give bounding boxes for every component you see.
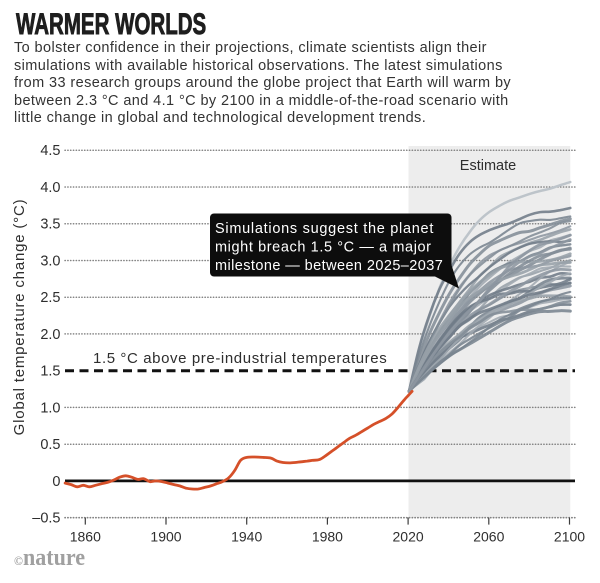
svg-text:1860: 1860 — [70, 529, 101, 545]
svg-text:2020: 2020 — [393, 529, 424, 545]
svg-text:3.0: 3.0 — [40, 254, 60, 270]
svg-text:might breach 1.5 °C — a major: might breach 1.5 °C — a major — [215, 240, 432, 256]
svg-text:4.0: 4.0 — [40, 180, 60, 196]
svg-text:2100: 2100 — [554, 529, 585, 545]
svg-text:Global temperature change (°C): Global temperature change (°C) — [11, 199, 28, 436]
svg-text:2.0: 2.0 — [40, 327, 60, 343]
svg-text:1.5 °C above pre-industrial te: 1.5 °C above pre-industrial temperatures — [93, 350, 387, 367]
svg-text:Simulations suggest the planet: Simulations suggest the planet — [215, 221, 434, 237]
svg-text:0: 0 — [52, 474, 60, 490]
svg-text:1.0: 1.0 — [40, 400, 60, 416]
svg-text:2.5: 2.5 — [40, 290, 60, 306]
svg-text:milestone — between 2025–2037: milestone — between 2025–2037 — [215, 258, 443, 274]
svg-text:4.5: 4.5 — [40, 143, 60, 159]
svg-text:0.5: 0.5 — [40, 437, 60, 453]
svg-text:Estimate: Estimate — [460, 158, 516, 174]
svg-text:1940: 1940 — [231, 529, 262, 545]
svg-text:1900: 1900 — [150, 529, 181, 545]
svg-text:3.5: 3.5 — [40, 217, 60, 233]
svg-text:1.5: 1.5 — [40, 364, 60, 380]
svg-text:2060: 2060 — [473, 529, 504, 545]
svg-text:1980: 1980 — [312, 529, 343, 545]
svg-text:–0.5: –0.5 — [32, 511, 60, 527]
